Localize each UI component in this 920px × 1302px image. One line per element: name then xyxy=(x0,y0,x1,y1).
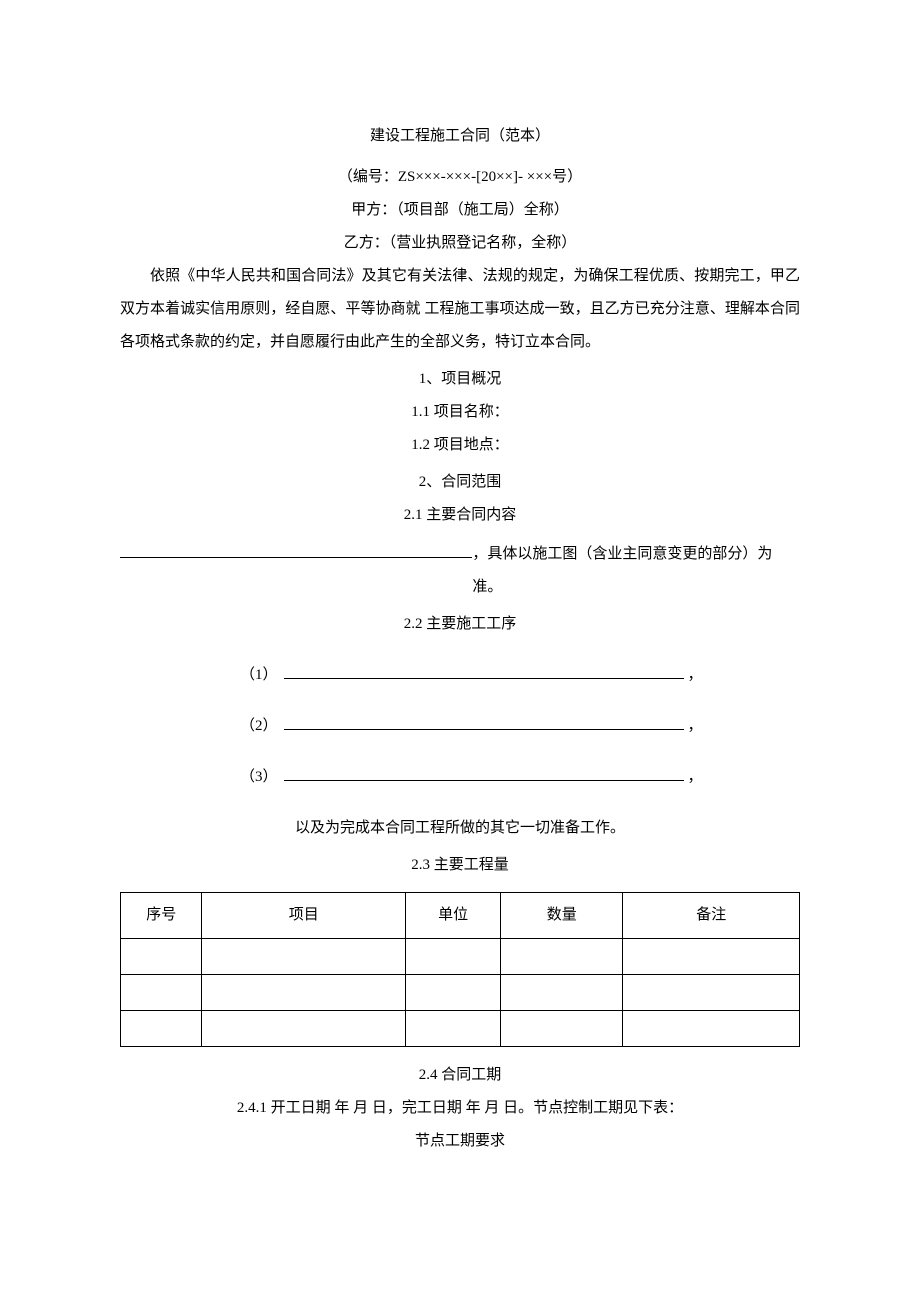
doc-number: （编号：ZS×××-×××-[20××]- ×××号） xyxy=(120,161,800,194)
proc-2-num: （2） xyxy=(240,710,278,743)
th-qty: 数量 xyxy=(501,893,623,939)
th-remark: 备注 xyxy=(623,893,800,939)
section-2-4: 2.4 合同工期 xyxy=(120,1059,800,1092)
section-2-4-sub: 节点工期要求 xyxy=(120,1125,800,1158)
proc-1-blank xyxy=(284,664,684,679)
section-2-3: 2.3 主要工程量 xyxy=(120,849,800,882)
section-2-2-end: 以及为完成本合同工程所做的其它一切准备工作。 xyxy=(120,812,800,845)
table-row xyxy=(121,939,800,975)
proc-row-2: （2） ， xyxy=(120,710,800,743)
proc-row-1: （1） ， xyxy=(120,659,800,692)
blank-lead xyxy=(120,543,175,558)
proc-2-tail: ， xyxy=(688,710,703,743)
section-1-1: 1.1 项目名称： xyxy=(120,396,800,429)
table-row xyxy=(121,975,800,1011)
proc-3-blank xyxy=(284,766,684,781)
th-item: 项目 xyxy=(202,893,406,939)
section-2: 2、合同范围 xyxy=(120,466,800,499)
section-2-1-tail: ，具体以施工图（含业主同意变更的部分）为准。 xyxy=(472,538,800,604)
party-a: 甲方：（项目部（施工局）全称） xyxy=(120,194,800,227)
proc-1-num: （1） xyxy=(240,659,278,692)
proc-row-3: （3） ， xyxy=(120,761,800,794)
section-1-2: 1.2 项目地点： xyxy=(120,429,800,462)
th-seq: 序号 xyxy=(121,893,202,939)
preamble: 依照《中华人民共和国合同法》及其它有关法律、法规的规定，为确保工程优质、按期完工… xyxy=(120,260,800,359)
section-2-1-blank-line: ，具体以施工图（含业主同意变更的部分）为准。 xyxy=(120,538,800,604)
doc-title: 建设工程施工合同（范本） xyxy=(120,120,800,153)
th-unit: 单位 xyxy=(406,893,501,939)
section-2-2: 2.2 主要施工工序 xyxy=(120,608,800,641)
proc-3-num: （3） xyxy=(240,761,278,794)
quantity-table: 序号 项目 单位 数量 备注 xyxy=(120,892,800,1047)
section-1: 1、项目概况 xyxy=(120,363,800,396)
section-2-1: 2.1 主要合同内容 xyxy=(120,499,800,532)
table-row xyxy=(121,1011,800,1047)
proc-1-tail: ， xyxy=(688,659,703,692)
proc-3-tail: ， xyxy=(688,761,703,794)
party-b: 乙方：（营业执照登记名称，全称） xyxy=(120,227,800,260)
table-header-row: 序号 项目 单位 数量 备注 xyxy=(121,893,800,939)
proc-2-blank xyxy=(284,715,684,730)
blank-long xyxy=(175,543,473,558)
section-2-4-1: 2.4.1 开工日期 年 月 日，完工日期 年 月 日。节点控制工期见下表： xyxy=(120,1092,800,1125)
